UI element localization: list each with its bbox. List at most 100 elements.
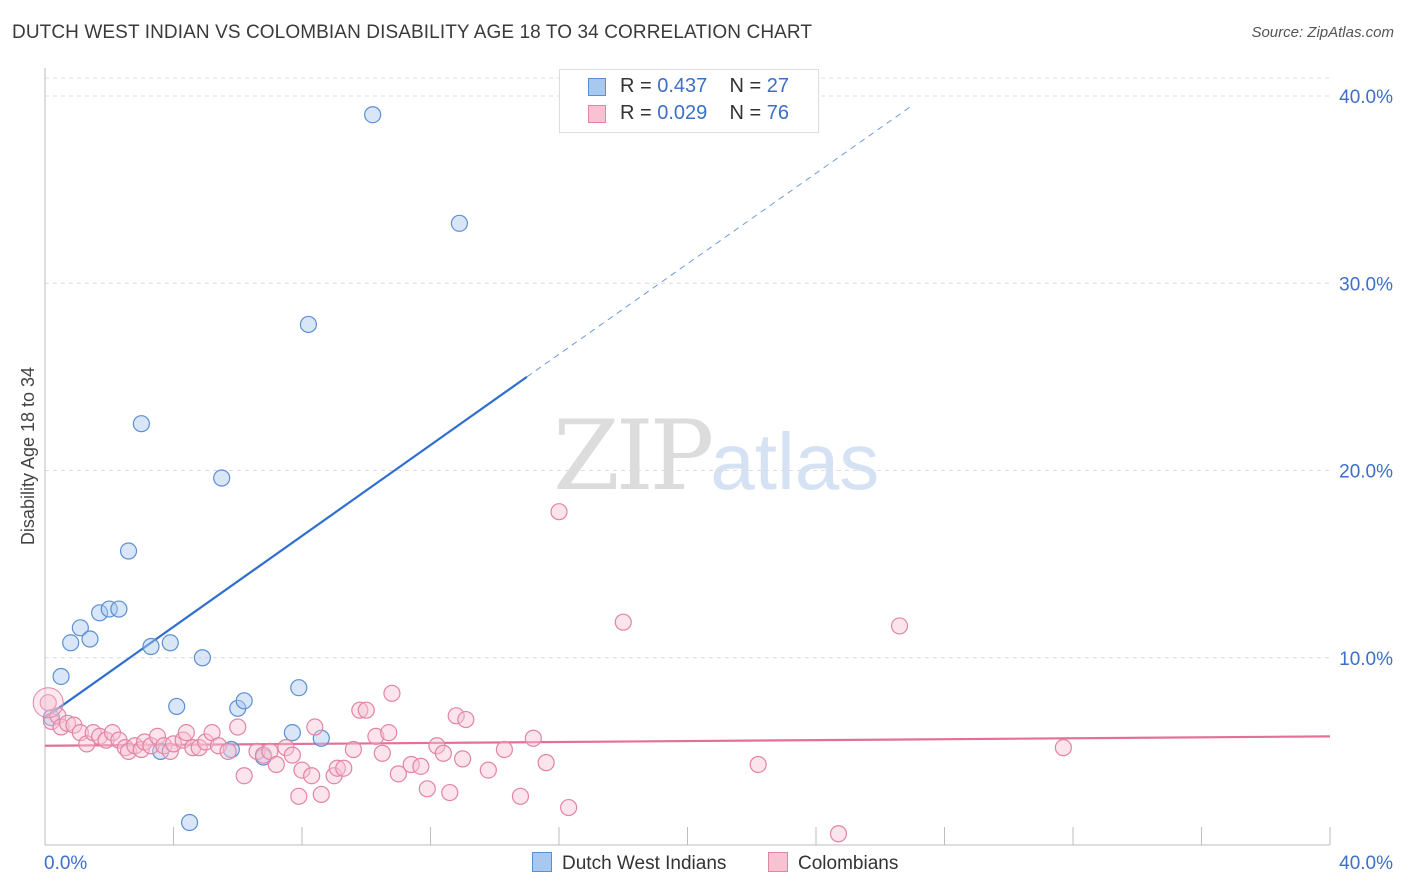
source-label: Source: ZipAtlas.com bbox=[1251, 24, 1394, 41]
trend-line-dutch-west-indians-extension bbox=[526, 104, 913, 378]
point-dutch-west-indians bbox=[283, 724, 301, 742]
point-colombians bbox=[524, 729, 542, 747]
point-dutch-west-indians bbox=[81, 630, 99, 648]
point-colombians bbox=[560, 798, 578, 817]
point-dutch-west-indians bbox=[71, 619, 89, 637]
chart-title: DUTCH WEST INDIAN VS COLOMBIAN DISABILIT… bbox=[12, 22, 813, 43]
point-colombians bbox=[441, 783, 459, 802]
legend-r-value: 0.437 bbox=[657, 75, 708, 97]
point-colombians bbox=[39, 694, 57, 712]
tick-labels: 10.0% 20.0% 30.0% 40.0% 0.0% 40.0% Disability … bbox=[18, 87, 1393, 874]
point-colombians bbox=[328, 759, 346, 777]
point-colombians bbox=[454, 750, 472, 768]
point-colombians bbox=[434, 744, 452, 762]
x-tick-label-max: 40.0% bbox=[1339, 853, 1393, 874]
point-dutch-west-indians bbox=[132, 415, 150, 433]
bottom-legend-dutch-west-indians: Dutch West Indians bbox=[532, 852, 726, 875]
point-colombians bbox=[177, 724, 195, 742]
x-tick-label-min: 0.0% bbox=[44, 853, 87, 874]
legend-n-label: N = bbox=[729, 75, 767, 97]
point-colombians bbox=[335, 759, 353, 777]
legend-swatch-blue bbox=[588, 78, 606, 96]
legend-r-label: R = bbox=[620, 102, 658, 124]
axes bbox=[44, 68, 1331, 846]
point-dutch-west-indians bbox=[193, 649, 212, 667]
point-dutch-west-indians bbox=[161, 634, 179, 652]
point-colombians bbox=[383, 684, 401, 702]
point-dutch-west-indians bbox=[168, 697, 186, 716]
point-colombians bbox=[58, 714, 77, 732]
legend-n-value: 27 bbox=[766, 75, 790, 97]
point-colombians bbox=[164, 735, 183, 753]
point-colombians bbox=[373, 744, 391, 762]
point-dutch-west-indians bbox=[62, 634, 80, 652]
point-dutch-west-indians bbox=[180, 813, 199, 832]
y-tick-label: 40.0% bbox=[1339, 87, 1393, 108]
point-colombians bbox=[197, 733, 215, 751]
point-colombians bbox=[457, 710, 475, 729]
point-colombians bbox=[511, 787, 530, 805]
point-colombians bbox=[351, 701, 369, 719]
point-colombians bbox=[614, 613, 632, 631]
data-points bbox=[32, 106, 1072, 843]
point-dutch-west-indians bbox=[100, 600, 118, 618]
point-colombians bbox=[1054, 739, 1072, 757]
y-tick-label: 10.0% bbox=[1339, 649, 1393, 670]
legend-r-value: 0.029 bbox=[657, 102, 708, 124]
point-dutch-west-indians bbox=[290, 679, 308, 697]
point-colombians bbox=[447, 707, 465, 725]
point-colombians bbox=[290, 787, 308, 805]
point-dutch-west-indians bbox=[119, 542, 138, 560]
legend-swatch-pink bbox=[588, 105, 606, 123]
point-colombians bbox=[344, 740, 362, 759]
point-dutch-west-indians bbox=[213, 469, 231, 487]
point-colombians bbox=[235, 767, 253, 785]
point-dutch-west-indians bbox=[235, 692, 253, 710]
point-colombians bbox=[229, 718, 247, 736]
point-dutch-west-indians bbox=[110, 600, 128, 618]
grid bbox=[45, 77, 1330, 659]
point-colombians bbox=[148, 727, 167, 745]
point-dutch-west-indians bbox=[52, 667, 70, 686]
point-colombians bbox=[293, 761, 311, 779]
point-colombians bbox=[479, 761, 497, 779]
point-colombians-cluster bbox=[32, 687, 64, 719]
point-colombians bbox=[312, 785, 330, 804]
legend-n-label: N = bbox=[729, 102, 767, 124]
point-colombians bbox=[267, 755, 285, 774]
point-colombians bbox=[890, 617, 909, 635]
stats-legend: R = 0.437 N = 27 R = 0.029 N = 76 bbox=[559, 69, 819, 133]
bottom-legend-label: Dutch West Indians bbox=[562, 853, 727, 874]
point-dutch-west-indians bbox=[142, 637, 160, 656]
point-colombians bbox=[367, 727, 385, 745]
point-colombians bbox=[829, 825, 848, 843]
point-colombians bbox=[142, 737, 160, 755]
point-colombians bbox=[749, 755, 767, 774]
point-dutch-west-indians bbox=[450, 214, 469, 232]
bottom-legend-swatch-pink bbox=[768, 852, 788, 872]
bottom-legend-label: Colombians bbox=[798, 853, 899, 874]
point-colombians bbox=[495, 740, 513, 759]
point-colombians bbox=[303, 767, 321, 785]
point-colombians bbox=[537, 754, 555, 772]
point-colombians bbox=[283, 746, 301, 764]
point-colombians bbox=[306, 718, 324, 736]
point-colombians bbox=[380, 724, 398, 742]
trend-lines bbox=[44, 104, 1331, 747]
y-axis-title: Disability Age 18 to 34 bbox=[18, 367, 38, 545]
legend-n-value: 76 bbox=[766, 102, 790, 124]
point-dutch-west-indians bbox=[299, 315, 318, 334]
trend-line-dutch-west-indians bbox=[44, 375, 528, 719]
point-colombians bbox=[412, 757, 430, 775]
point-colombians bbox=[418, 780, 436, 798]
point-colombians bbox=[219, 742, 237, 760]
y-tick-label: 20.0% bbox=[1339, 462, 1393, 483]
point-colombians bbox=[389, 765, 407, 783]
point-dutch-west-indians bbox=[91, 604, 109, 622]
legend-r-label: R = bbox=[620, 75, 658, 97]
point-colombians bbox=[209, 737, 228, 755]
bottom-legend-colombians: Colombians bbox=[768, 852, 898, 875]
point-colombians bbox=[550, 503, 568, 521]
y-tick-label: 30.0% bbox=[1339, 274, 1393, 295]
